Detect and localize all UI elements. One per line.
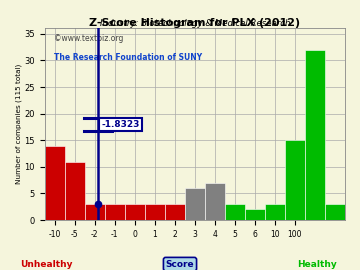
Bar [265,204,285,220]
Text: The Research Foundation of SUNY: The Research Foundation of SUNY [54,53,202,62]
Y-axis label: Number of companies (115 total): Number of companies (115 total) [15,64,22,184]
Bar [85,204,105,220]
Bar [65,161,85,220]
Text: ©www.textbiz.org: ©www.textbiz.org [54,34,123,43]
Bar [165,204,185,220]
Bar [185,188,205,220]
Bar [245,210,265,220]
Bar [325,204,345,220]
Text: Unhealthy: Unhealthy [21,260,73,269]
Bar [125,204,145,220]
Bar [305,50,325,220]
Text: Score: Score [166,260,194,269]
Bar [225,204,245,220]
Text: Healthy: Healthy [297,260,337,269]
Title: Z-Score Histogram for PLX (2012): Z-Score Histogram for PLX (2012) [89,18,300,28]
Bar [285,140,305,220]
Text: -1.8323: -1.8323 [101,120,139,129]
Bar [45,146,65,220]
Text: Industry: Biotechnology & Medical Research: Industry: Biotechnology & Medical Resear… [100,19,290,28]
Bar [105,204,125,220]
Bar [205,183,225,220]
Bar [145,204,165,220]
